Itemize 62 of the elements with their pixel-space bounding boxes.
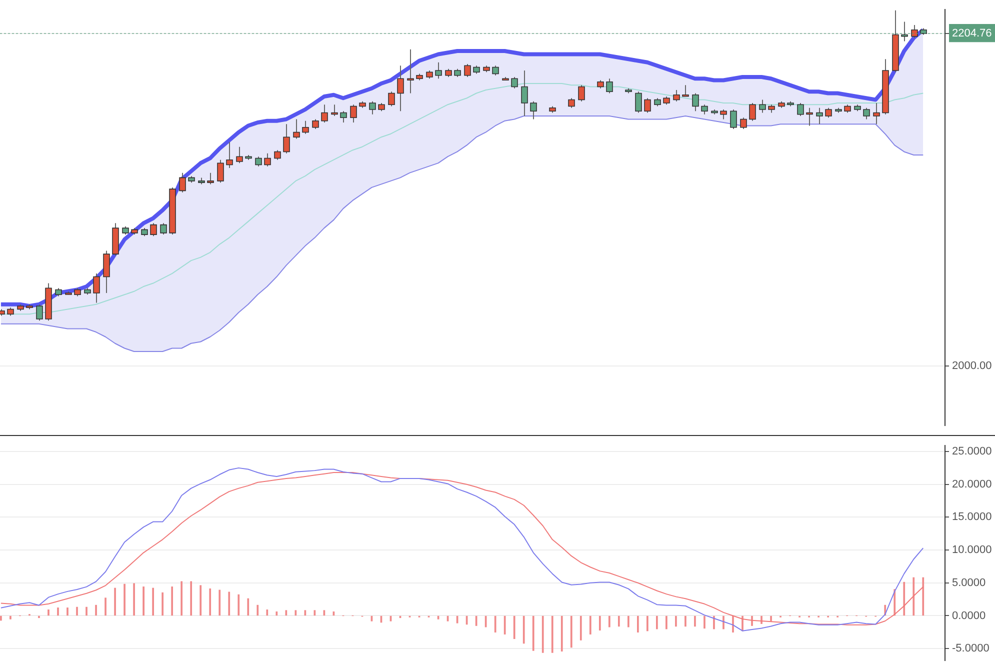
candlestick bbox=[464, 64, 471, 78]
candlestick bbox=[568, 98, 575, 108]
candlestick bbox=[407, 48, 414, 94]
candlestick bbox=[816, 107, 823, 125]
candlestick bbox=[150, 222, 157, 237]
candlestick bbox=[264, 152, 271, 167]
candlestick bbox=[369, 100, 376, 115]
candlestick bbox=[901, 21, 908, 42]
candlestick bbox=[103, 250, 110, 294]
candlestick bbox=[207, 172, 214, 185]
candlestick bbox=[682, 84, 689, 97]
candlestick bbox=[692, 92, 699, 112]
candlestick bbox=[530, 100, 537, 120]
candlestick bbox=[749, 102, 756, 122]
candlestick bbox=[578, 84, 585, 102]
candlestick bbox=[226, 141, 233, 168]
candlestick bbox=[730, 108, 737, 130]
candlestick bbox=[673, 90, 680, 102]
y-tick-label: 5.0000 bbox=[952, 576, 986, 589]
candlestick bbox=[397, 65, 404, 112]
candlestick bbox=[321, 104, 328, 123]
candlestick bbox=[720, 108, 727, 120]
candlestick bbox=[740, 117, 747, 130]
candlestick bbox=[36, 304, 43, 322]
candlestick bbox=[160, 222, 167, 236]
candlestick bbox=[644, 98, 651, 114]
candlestick bbox=[274, 150, 281, 160]
candlestick bbox=[312, 118, 319, 130]
candlestick bbox=[236, 146, 243, 164]
y-tick-label: 20.0000 bbox=[952, 478, 992, 490]
candlestick bbox=[521, 70, 528, 116]
y-tick-label: 2204.76 bbox=[952, 28, 992, 40]
candlestick bbox=[635, 91, 642, 114]
candlestick bbox=[435, 62, 442, 80]
y-tick-label: 15.0000 bbox=[952, 511, 992, 524]
candlestick bbox=[492, 65, 499, 76]
candlestick bbox=[331, 104, 338, 116]
y-tick-label: 10.0000 bbox=[952, 544, 992, 556]
y-tick-label: 0.0000 bbox=[952, 610, 986, 622]
candlestick bbox=[302, 120, 309, 134]
candlestick bbox=[350, 104, 357, 123]
candlestick bbox=[806, 107, 813, 126]
candlestick bbox=[293, 118, 300, 140]
y-tick-label: -5.0000 bbox=[952, 642, 990, 655]
candlestick bbox=[825, 107, 832, 118]
candlestick bbox=[873, 102, 880, 125]
candlestick bbox=[93, 273, 100, 304]
candlestick bbox=[217, 159, 224, 184]
candlestick bbox=[759, 99, 766, 114]
candlestick bbox=[863, 107, 870, 120]
candlestick bbox=[255, 156, 262, 167]
candlestick bbox=[388, 91, 395, 107]
candlestick bbox=[283, 124, 290, 154]
candlestick bbox=[701, 104, 708, 115]
candlestick bbox=[511, 76, 518, 89]
candlestick bbox=[340, 110, 347, 123]
candlestick bbox=[606, 78, 613, 94]
candlestick bbox=[911, 24, 918, 39]
candlestick bbox=[179, 172, 186, 193]
y-tick-label: 2000.00 bbox=[952, 360, 992, 372]
y-tick-label: 25.0000 bbox=[952, 446, 992, 458]
candlestick bbox=[797, 102, 804, 116]
